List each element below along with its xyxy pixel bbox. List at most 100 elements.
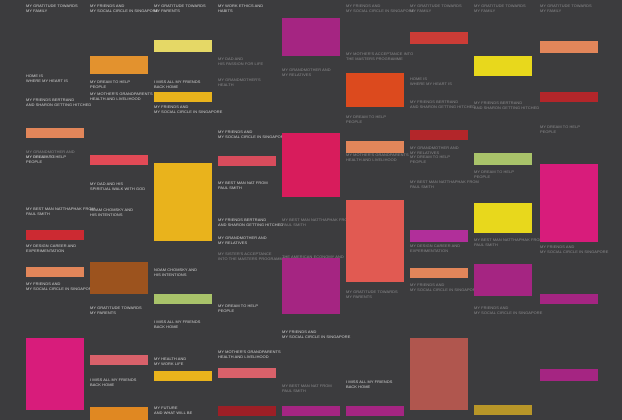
board-caption: MY GRANDMOTHER AND MY RELATIVES <box>410 146 459 155</box>
board-caption: MY FRIENDS AND MY SOCIAL CIRCLE IN SINGA… <box>154 105 223 114</box>
board-column: MY GRATITUDE TOWARDS MY FAMILY MY FRIENDS… <box>474 0 543 420</box>
board-column: MY FRIENDS AND MY SOCIAL CIRCLE IN SINGA… <box>346 0 414 420</box>
board-caption: MY DREAM TO HELP PEOPLE <box>540 125 581 134</box>
color-swatch <box>218 368 276 378</box>
color-swatch <box>282 18 340 56</box>
board-caption: MY HEALTH AND MY WORK LIFE <box>154 357 187 366</box>
color-swatch <box>26 230 84 240</box>
board-caption: MY FRIENDS AND MY SOCIAL CIRCLE IN SINGA… <box>282 330 351 339</box>
board-caption: MY FRIENDS BERTRAND AND SHARON GETTING H… <box>218 218 284 227</box>
board-caption: MY GRATITUDE TOWARDS MY FAMILY <box>26 4 78 13</box>
color-swatch <box>282 133 340 197</box>
board-caption: MY BEST MAN NATTHAPHAK FROM PAUL SMITH <box>26 207 95 216</box>
board-caption: MY DESIGN CAREER AND EXPERIMENTATION <box>26 244 77 253</box>
color-swatch <box>26 338 84 410</box>
color-swatch <box>218 406 276 416</box>
color-swatch <box>410 230 468 242</box>
board-caption: MY DAD AND HIS SPIRITUAL WALK WITH GOD <box>90 182 146 191</box>
board-caption: MY GRATITUDE TOWARDS MY PARENTS <box>90 306 142 315</box>
color-swatch <box>346 141 404 153</box>
board-caption: MY DREAM TO HELP PEOPLE <box>474 170 515 179</box>
board-caption: MY FRIENDS AND MY SOCIAL CIRCLE IN SINGA… <box>90 4 159 13</box>
color-swatch <box>154 294 212 304</box>
color-swatch <box>540 164 598 242</box>
board-caption: MY MOTHER'S GRANDPARENTS HEALTH AND LIVE… <box>218 350 281 359</box>
board-caption: I MISS ALL MY FRIENDS BACK HOME <box>154 320 201 329</box>
board-column: MY GRANDMOTHER AND MY RELATIVES MY BEST M… <box>282 0 351 420</box>
board-caption: MY FRIENDS BERTRAND AND SHARON GETTING H… <box>26 98 92 107</box>
board-column: MY GRATITUDE TOWARDS MY FAMILY HOME IS WH… <box>410 0 479 420</box>
color-swatch <box>90 407 148 420</box>
color-swatch <box>154 40 212 52</box>
board-caption: MY SISTER'S ACCEPTANCE INTO THE MASTERS … <box>218 252 286 261</box>
board-caption: MY GRATITUDE TOWARDS MY FAMILY <box>410 4 462 13</box>
color-swatch <box>346 73 404 107</box>
board-column: MY GRATITUDE TOWARDS MY PARENTS I MISS AL… <box>154 0 222 420</box>
board-caption: MY GRANDMOTHER AND MY RELATIVES <box>218 236 267 245</box>
board-caption: HOME IS WHERE MY HEART IS <box>26 74 68 83</box>
board-column: MY WORK ETHICS AND HABITS MY DAD AND HIS … <box>218 0 286 420</box>
color-swatch <box>474 203 532 233</box>
board-caption: MY MOTHER'S GRANDPARENTS HEALTH AND LIVE… <box>346 153 409 162</box>
board-caption: NOAM CHOMSKY AND HIS INTENTIONS <box>154 268 198 277</box>
color-swatch <box>410 130 468 140</box>
board-caption: MY DESIGN CAREER AND EXPERIMENTATION <box>410 244 461 253</box>
board-caption: MY DREAM TO HELP PEOPLE <box>26 155 67 164</box>
board-caption: MY DREAM TO HELP PEOPLE <box>218 304 259 313</box>
board-caption: MY BEST MAN NAT FROM PAUL SMITH <box>218 181 268 190</box>
board-caption: MY BEST MAN NAT FROM PAUL SMITH <box>282 384 332 393</box>
board-caption: MY MOTHER'S ACCEPTANCE INTO THE MASTERS … <box>346 52 414 61</box>
color-swatch <box>154 371 212 381</box>
board-caption: MY DREAM TO HELP PEOPLE <box>90 80 131 89</box>
color-swatch <box>154 163 212 241</box>
color-swatch <box>346 406 404 416</box>
color-swatch <box>410 32 468 44</box>
board-caption: MY FRIENDS AND MY SOCIAL CIRCLE IN SINGA… <box>218 130 287 139</box>
board-caption: I MISS ALL MY FRIENDS BACK HOME <box>90 378 137 387</box>
color-swatch <box>540 294 598 304</box>
board-caption: MY FRIENDS AND MY SOCIAL CIRCLE IN SINGA… <box>540 245 609 254</box>
color-swatch <box>90 355 148 365</box>
board-caption: MY FRIENDS AND MY SOCIAL CIRCLE IN SINGA… <box>26 282 95 291</box>
board-caption: MY DREAM TO HELP PEOPLE <box>410 155 451 164</box>
board-caption: MY BEST MAN NATTHAPHAK FROM PAUL SMITH <box>410 180 479 189</box>
board-column: MY FRIENDS AND MY SOCIAL CIRCLE IN SINGA… <box>90 0 158 420</box>
board-caption: MY GRANDMOTHER AND MY RELATIVES <box>282 68 331 77</box>
board-caption: MY GRATITUDE TOWARDS MY FAMILY <box>540 4 592 13</box>
board-caption: NOAM CHOMSKY AND HIS INTENTIONS <box>90 208 134 217</box>
board-caption: MY BEST MAN NATTHAPHAK FROM PAUL SMITH <box>474 238 543 247</box>
color-swatch <box>474 153 532 165</box>
board-caption: MY BEST MAN NATTHAPHAK FROM PAUL SMITH <box>282 218 351 227</box>
color-swatch <box>540 92 598 102</box>
board-caption: HOME IS WHERE MY HEART IS <box>410 77 452 86</box>
color-swatch <box>154 92 212 102</box>
color-swatch <box>26 267 84 277</box>
board-caption: MY WORK ETHICS AND HABITS <box>218 4 264 13</box>
board-caption: MY FRIENDS AND MY SOCIAL CIRCLE IN SINGA… <box>474 306 543 315</box>
board-caption: MY FRIENDS BERTRAND AND SHARON GETTING H… <box>474 101 540 110</box>
board-caption: I MISS ALL MY FRIENDS BACK HOME <box>154 80 201 89</box>
board-caption: MY DREAM TO HELP PEOPLE <box>346 115 387 124</box>
color-swatch <box>90 155 148 165</box>
color-swatch <box>26 128 84 138</box>
board-caption: MY FRIENDS AND MY SOCIAL CIRCLE IN SINGA… <box>410 283 479 292</box>
board-caption: MY MOTHER'S GRANDPARENTS HEALTH AND LIVE… <box>90 92 153 101</box>
color-swatch <box>474 405 532 415</box>
board-caption: MY FUTURE AND WHAT WILL BE <box>154 406 193 415</box>
board-caption: MY GRANDMOTHER AND MY RELATIVES <box>26 150 75 159</box>
board-caption: MY GRATITUDE TOWARDS MY FAMILY <box>474 4 526 13</box>
board-caption: MY DAD AND HIS PASSION FOR LIFE <box>218 57 264 66</box>
board-caption: MY GRANDMOTHER'S HEALTH <box>218 78 261 87</box>
color-swatch <box>410 338 468 410</box>
board-caption: MY FRIENDS BERTRAND AND SHARON GETTING H… <box>410 100 476 109</box>
board-caption: MY GRATITUDE TOWARDS MY PARENTS <box>346 290 398 299</box>
color-swatch <box>90 262 148 294</box>
color-swatch <box>410 268 468 278</box>
color-swatch <box>346 200 404 282</box>
board-column: MY GRATITUDE TOWARDS MY FAMILY HOME IS WH… <box>26 0 95 420</box>
color-swatch <box>282 258 340 314</box>
color-swatch <box>90 56 148 74</box>
board-column: MY GRATITUDE TOWARDS MY FAMILY MY DREAM T… <box>540 0 608 420</box>
color-swatch <box>282 406 340 416</box>
